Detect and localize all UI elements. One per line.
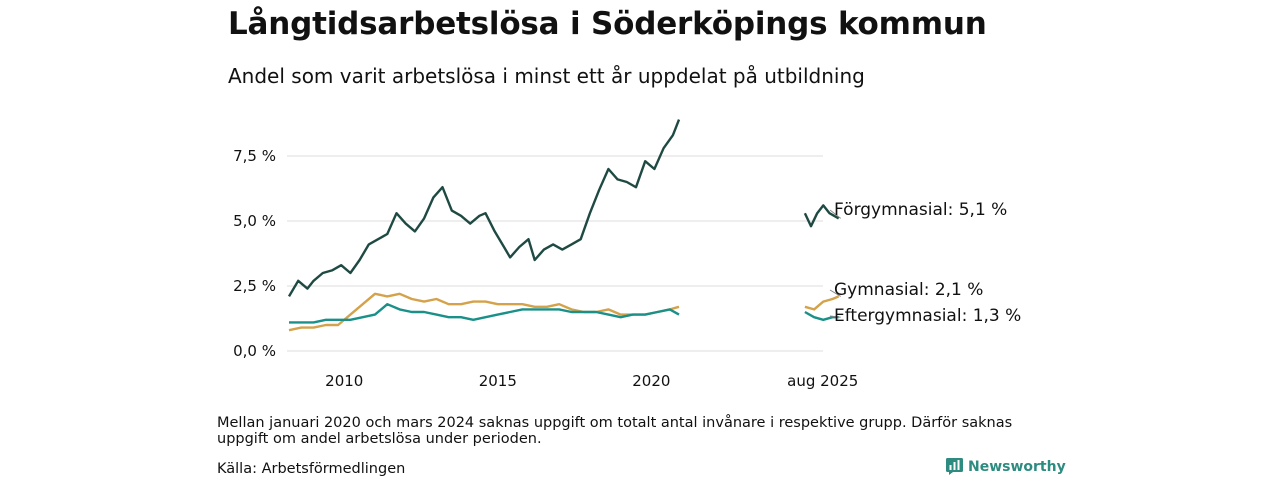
source-credit: Källa: Arbetsförmedlingen [217,461,406,477]
brand-logo: Newsworthy [946,458,1066,475]
series-end-label: Eftergymnasial: 1,3 % [834,306,1021,326]
series-line-2-segment-1 [804,310,839,321]
chart-title: Långtidsarbetslösa i Söderköpings kommun [228,6,987,42]
footnote: Mellan januari 2020 och mars 2024 saknas… [217,415,1013,447]
y-axis-ticks: 0,0 % 2,5 % 5,0 % 7,5 % [233,147,276,360]
series-line-0-segment-1 [803,204,840,228]
series-line-0-segment-0 [287,119,681,298]
y-tick-label: 7,5 % [233,147,276,165]
end-label-leader [829,315,841,318]
y-tick-label: 2,5 % [233,277,276,295]
series-end-label: Gymnasial: 2,1 % [834,280,983,300]
end-label-leader [829,289,841,297]
y-tick-label: 5,0 % [233,212,276,230]
series-lines [287,119,840,332]
series-line-1-segment-1 [804,295,840,311]
series-line-2-segment-0 [289,303,680,324]
y-tick-label: 0,0 % [233,342,276,360]
line-chart: 0,0 % 2,5 % 5,0 % 7,5 % 2010 2015 2020 aug 202… [233,119,1021,390]
gridlines [287,155,823,352]
brand-name: Newsworthy [968,458,1066,475]
x-tick-label: 2020 [632,372,670,390]
x-tick-label: 2015 [479,372,517,390]
bar-chart-logo-icon [946,458,963,475]
chart-subtitle: Andel som varit arbetslösa i minst ett å… [228,64,865,88]
x-tick-label: aug 2025 [787,372,858,390]
x-tick-label: 2010 [325,372,363,390]
series-line-1-segment-0 [288,292,680,332]
series-end-labels: Förgymnasial: 5,1 % Gymnasial: 2,1 % Efter… [829,200,1021,326]
end-label-leader [829,209,841,219]
series-end-label: Förgymnasial: 5,1 % [834,200,1007,220]
x-axis-ticks: 2010 2015 2020 aug 2025 [325,372,858,390]
